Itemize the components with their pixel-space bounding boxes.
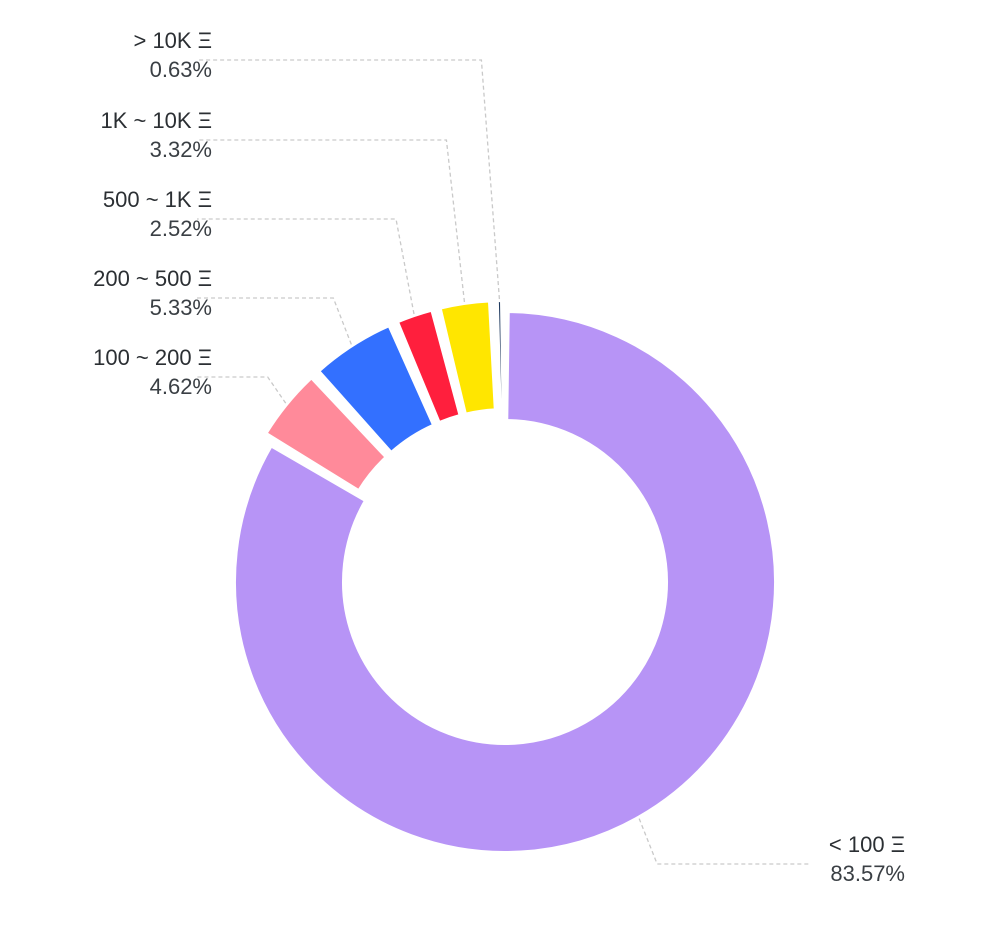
slice-3[interactable] [397,309,461,423]
slice-2[interactable] [318,325,434,453]
slice-label-1: 100 ~ 200 Ξ [93,345,212,370]
slice-value-3: 2.52% [150,216,212,241]
slice-0[interactable] [234,311,776,853]
slice-4[interactable] [439,300,496,415]
slice-label-5: > 10K Ξ [133,28,212,53]
leader-line-1 [197,376,287,404]
leader-line-5 [197,59,501,300]
slice-value-2: 5.33% [150,295,212,320]
leader-line-0 [638,818,810,865]
leader-line-3 [197,218,415,315]
slice-label-3: 500 ~ 1K Ξ [103,187,212,212]
slice-label-0: < 100 Ξ [829,832,905,857]
slice-label-2: 200 ~ 500 Ξ [93,266,212,291]
slice-value-1: 4.62% [150,374,212,399]
leader-lines-group [197,59,810,865]
leader-line-2 [197,297,352,345]
leader-line-4 [197,139,466,302]
labels-group: < 100 Ξ 83.57% 100 ~ 200 Ξ 4.62% 200 ~ 500 Ξ… [93,28,905,886]
slice-value-0: 83.57% [830,861,905,886]
slice-1[interactable] [265,377,387,491]
slices-group [234,300,776,853]
slice-value-4: 3.32% [150,137,212,162]
slice-label-4: 1K ~ 10K Ξ [100,108,212,133]
slice-value-5: 0.63% [150,57,212,82]
slice-5[interactable] [496,300,504,411]
